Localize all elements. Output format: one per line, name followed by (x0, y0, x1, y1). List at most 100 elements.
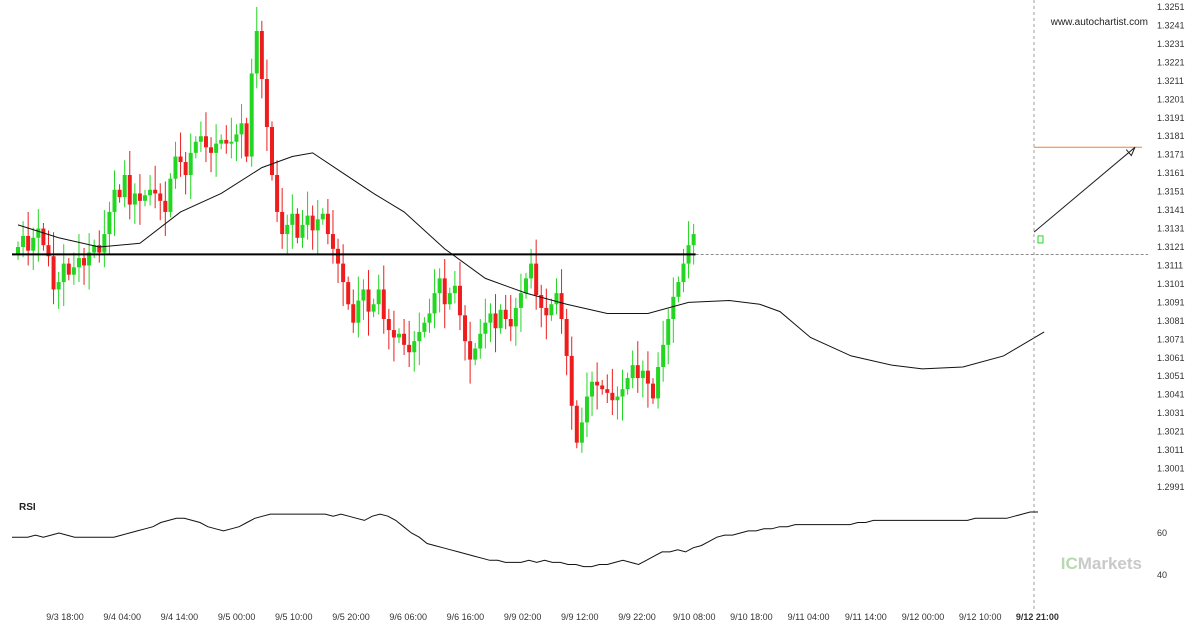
candle (36, 209, 41, 262)
moving-average-line (17, 152, 1045, 370)
candle-body (422, 322, 427, 332)
candle (178, 132, 183, 177)
candle (310, 205, 315, 250)
candle-body (163, 200, 168, 212)
candle (554, 278, 559, 315)
candle-body (463, 315, 468, 342)
candle (183, 151, 188, 195)
candle (447, 287, 452, 310)
candle (478, 319, 483, 359)
candle-body (224, 139, 229, 144)
candle-body (41, 228, 46, 246)
x-tick-label: 9/9 12:00 (561, 612, 599, 622)
candle (137, 174, 142, 225)
candle (656, 352, 661, 409)
overlay-layer (12, 0, 1148, 610)
candle-body (92, 245, 97, 253)
candle (640, 360, 645, 398)
candle (584, 372, 589, 438)
candle-body (513, 307, 518, 327)
candle (249, 58, 254, 167)
x-tick-label: 9/9 22:00 (618, 612, 656, 622)
y-tick-label: 1.3221 (1157, 57, 1185, 67)
candle-body (376, 289, 381, 305)
candle-body (203, 136, 208, 148)
candle (676, 276, 681, 303)
candle-body (391, 330, 396, 338)
candle-body (386, 319, 391, 331)
candle-body (275, 175, 280, 212)
candle (21, 221, 26, 258)
candle-body (371, 304, 376, 312)
candle-body (290, 213, 295, 225)
x-tick-label: 9/12 10:00 (959, 612, 1002, 622)
candle-body (595, 381, 600, 386)
candle (559, 269, 564, 334)
candle-body (270, 127, 274, 175)
candle-body (468, 341, 473, 360)
candle (224, 125, 229, 154)
candle (468, 321, 473, 384)
candle (315, 199, 320, 255)
candle (412, 331, 417, 372)
rsi-layer: 60 40 (12, 511, 1167, 580)
candle-body (417, 331, 422, 342)
candle-body (188, 152, 193, 175)
candle-body (483, 322, 488, 334)
candle-body (498, 309, 503, 329)
candle (651, 378, 655, 404)
candle (615, 386, 620, 420)
candle-body (534, 263, 539, 295)
candle-body (600, 385, 605, 390)
candle (31, 227, 36, 271)
candle-body (524, 278, 528, 294)
candle-body (478, 333, 483, 349)
candle-body (56, 282, 61, 290)
y-tick-label: 1.2991 (1157, 482, 1185, 492)
candle-body (66, 263, 71, 275)
candle-body (518, 293, 523, 308)
candle (336, 238, 341, 283)
candle (493, 294, 498, 353)
candle (127, 151, 132, 220)
candle-body (651, 383, 655, 399)
candle-body (244, 123, 249, 157)
candle (488, 303, 493, 343)
candle-body (219, 139, 224, 144)
svg-text:ICMarkets: ICMarkets (1061, 554, 1142, 573)
candle (107, 201, 112, 254)
candle-body (97, 245, 102, 253)
candle (366, 270, 371, 336)
candle-body (661, 344, 666, 367)
candle-body (198, 136, 203, 142)
candle (483, 298, 488, 349)
candle (122, 160, 127, 208)
candle (198, 121, 203, 152)
candle (56, 271, 61, 309)
y-tick-label: 1.3031 (1157, 408, 1185, 418)
x-tick-label: 9/10 08:00 (673, 612, 716, 622)
y-tick-label: 1.3131 (1157, 224, 1185, 234)
candle-body (137, 193, 142, 201)
y-tick-label: 1.3091 (1157, 297, 1185, 307)
candle (402, 319, 407, 355)
candle-body (529, 263, 534, 279)
candle (498, 304, 503, 334)
candle-body (336, 248, 341, 264)
y-tick-label: 1.3171 (1157, 150, 1185, 160)
x-tick-label: 9/4 04:00 (103, 612, 141, 622)
candle-body (71, 267, 76, 275)
candle (112, 170, 117, 236)
candle (361, 279, 366, 320)
candle (503, 295, 508, 330)
candle-body (285, 224, 290, 235)
candle (173, 141, 178, 189)
candle (549, 298, 554, 321)
candle-body (635, 365, 640, 379)
candle-body (158, 193, 163, 201)
candle (148, 175, 153, 206)
candle-body (397, 333, 401, 338)
candle (346, 276, 351, 310)
candle (153, 165, 158, 209)
candle (524, 272, 528, 299)
